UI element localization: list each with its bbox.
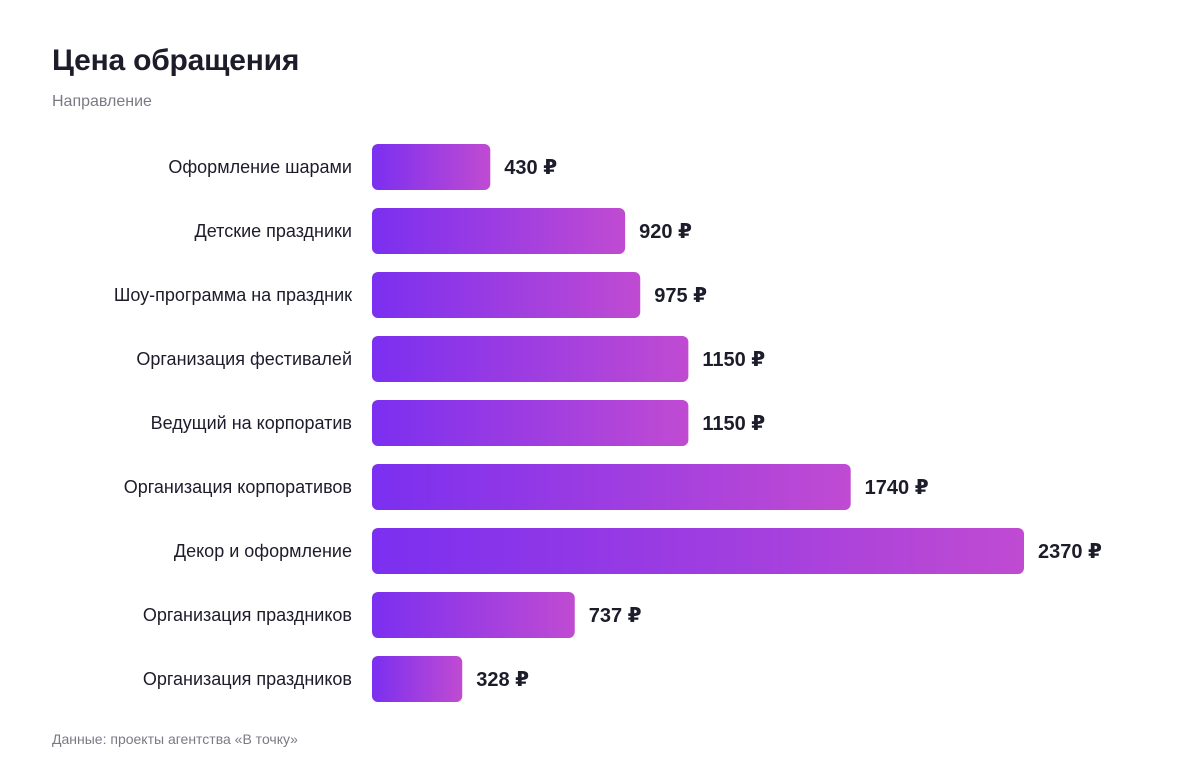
bar: [372, 272, 641, 318]
chart-subtitle: Направление: [52, 93, 152, 110]
value-label: 430 ₽: [504, 157, 557, 179]
category-label: Организация корпоративов: [124, 477, 352, 497]
bar: [372, 592, 575, 638]
category-label: Организация праздников: [143, 669, 352, 689]
value-label: 737 ₽: [589, 605, 642, 627]
value-label: 920 ₽: [639, 221, 692, 243]
value-label: 1150 ₽: [702, 413, 765, 435]
category-label: Декор и оформление: [174, 541, 352, 561]
bar: [372, 208, 626, 254]
bar: [372, 656, 463, 702]
bar: [372, 144, 491, 190]
chart-title: Цена обращения: [52, 44, 300, 77]
value-label: 1150 ₽: [702, 349, 765, 371]
bar: [372, 528, 1024, 574]
value-label: 2370 ₽: [1038, 541, 1102, 563]
bar: [372, 464, 851, 510]
category-label: Организация праздников: [143, 605, 352, 625]
category-label: Ведущий на корпоратив: [151, 413, 352, 433]
value-label: 328 ₽: [476, 669, 529, 691]
category-label: Детские праздники: [195, 221, 352, 241]
category-label: Шоу-программа на праздник: [114, 285, 352, 305]
category-label: Организация фестивалей: [136, 349, 352, 369]
data-source-note: Данные: проекты агентства «В точку»: [52, 731, 298, 747]
bar: [372, 336, 689, 382]
bar: [372, 400, 689, 446]
value-label: 1740 ₽: [865, 477, 929, 499]
value-label: 975 ₽: [654, 285, 707, 307]
category-label: Оформление шарами: [168, 157, 352, 177]
